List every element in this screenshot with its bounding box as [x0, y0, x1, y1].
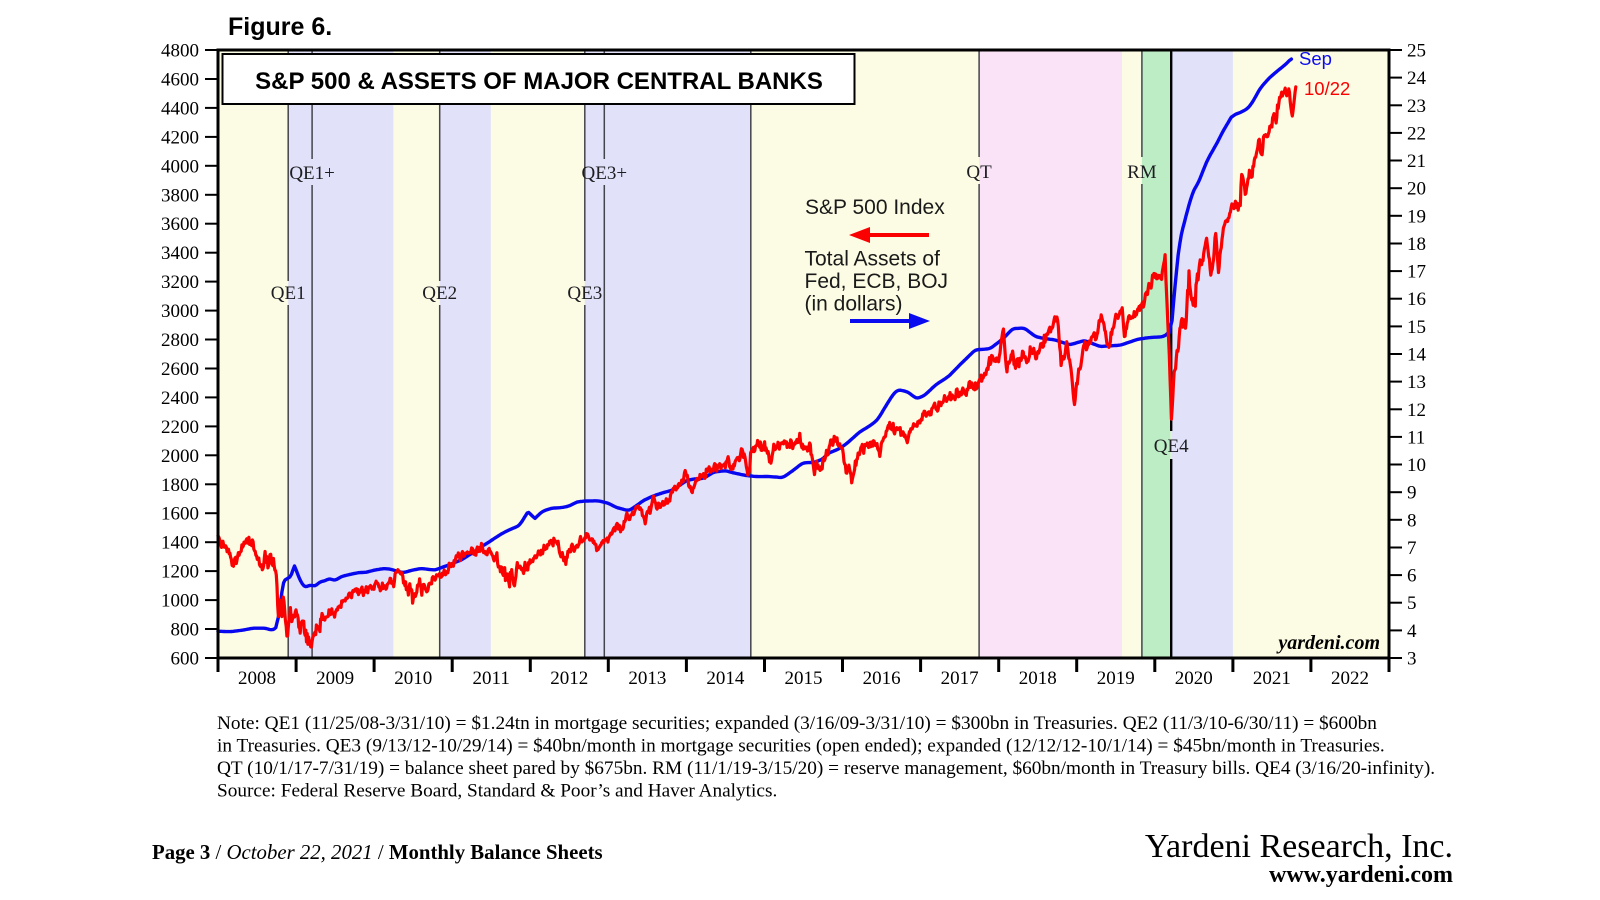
- svg-text:1600: 1600: [161, 504, 199, 525]
- svg-text:QE1: QE1: [271, 283, 306, 304]
- svg-text:3200: 3200: [161, 272, 199, 293]
- svg-text:8: 8: [1407, 510, 1417, 531]
- svg-text:3: 3: [1407, 649, 1417, 670]
- svg-text:2016: 2016: [863, 668, 901, 689]
- svg-text:4000: 4000: [161, 156, 199, 177]
- svg-text:2012: 2012: [550, 668, 588, 689]
- svg-text:2020: 2020: [1175, 668, 1213, 689]
- svg-text:QE3: QE3: [567, 283, 602, 304]
- svg-text:1400: 1400: [161, 533, 199, 554]
- svg-text:2008: 2008: [238, 668, 276, 689]
- svg-text:2013: 2013: [628, 668, 666, 689]
- svg-text:QE4: QE4: [1154, 436, 1189, 457]
- svg-text:15: 15: [1407, 317, 1426, 338]
- svg-text:Source: Federal Reserve Board,: Source: Federal Reserve Board, Standard …: [217, 781, 777, 802]
- svg-text:Total Assets of: Total Assets of: [805, 248, 941, 271]
- svg-text:S&P 500 Index: S&P 500 Index: [805, 196, 945, 219]
- svg-text:yardeni.com: yardeni.com: [1276, 632, 1380, 654]
- svg-text:QE2: QE2: [422, 283, 457, 304]
- svg-text:4800: 4800: [161, 41, 199, 62]
- svg-text:4600: 4600: [161, 70, 199, 91]
- svg-text:(in dollars): (in dollars): [805, 293, 903, 316]
- svg-text:16: 16: [1407, 289, 1426, 310]
- svg-text:10: 10: [1407, 455, 1426, 476]
- svg-text:2018: 2018: [1019, 668, 1057, 689]
- svg-text:Fed, ECB, BOJ: Fed, ECB, BOJ: [805, 270, 949, 293]
- svg-text:Figure 6.: Figure 6.: [228, 13, 332, 41]
- svg-text:25: 25: [1407, 41, 1426, 62]
- svg-text:QE1+: QE1+: [289, 163, 335, 184]
- svg-text:17: 17: [1407, 262, 1426, 283]
- svg-text:in Treasuries. QE3 (9/13/12-10: in Treasuries. QE3 (9/13/12-10/29/14) = …: [217, 736, 1385, 757]
- svg-text:11: 11: [1407, 427, 1425, 448]
- svg-text:12: 12: [1407, 400, 1426, 421]
- svg-text:3600: 3600: [161, 214, 199, 235]
- svg-text:2009: 2009: [316, 668, 354, 689]
- svg-text:600: 600: [171, 649, 200, 670]
- svg-text:2000: 2000: [161, 446, 199, 467]
- svg-text:800: 800: [171, 620, 200, 641]
- svg-text:QE3+: QE3+: [582, 163, 628, 184]
- svg-text:3000: 3000: [161, 301, 199, 322]
- svg-text:2010: 2010: [394, 668, 432, 689]
- svg-text:2014: 2014: [706, 668, 745, 689]
- svg-text:5: 5: [1407, 593, 1417, 614]
- svg-text:3800: 3800: [161, 185, 199, 206]
- svg-text:2200: 2200: [161, 417, 199, 438]
- svg-text:2019: 2019: [1097, 668, 1135, 689]
- svg-text:19: 19: [1407, 206, 1426, 227]
- svg-text:QT (10/1/17-7/31/19) = balance: QT (10/1/17-7/31/19) = balance sheet par…: [217, 758, 1435, 779]
- svg-text:20: 20: [1407, 179, 1426, 200]
- svg-text:1800: 1800: [161, 475, 199, 496]
- svg-text:3400: 3400: [161, 243, 199, 264]
- svg-text:10/22: 10/22: [1304, 78, 1350, 99]
- svg-text:24: 24: [1407, 68, 1427, 89]
- svg-text:23: 23: [1407, 96, 1426, 117]
- svg-text:2400: 2400: [161, 388, 199, 409]
- svg-text:2015: 2015: [785, 668, 823, 689]
- svg-text:2800: 2800: [161, 330, 199, 351]
- svg-text:1000: 1000: [161, 591, 199, 612]
- svg-text:22: 22: [1407, 123, 1426, 144]
- svg-text:4200: 4200: [161, 127, 199, 148]
- svg-text:RM: RM: [1127, 162, 1157, 183]
- svg-text:Note: QE1 (11/25/08-3/31/10) =: Note: QE1 (11/25/08-3/31/10) = $1.24tn i…: [217, 713, 1377, 734]
- svg-text:www.yardeni.com: www.yardeni.com: [1269, 862, 1453, 888]
- svg-text:2600: 2600: [161, 359, 199, 380]
- svg-text:2021: 2021: [1253, 668, 1291, 689]
- svg-text:2022: 2022: [1331, 668, 1369, 689]
- svg-text:Sep: Sep: [1299, 48, 1332, 69]
- svg-text:9: 9: [1407, 483, 1417, 504]
- svg-text:18: 18: [1407, 234, 1426, 255]
- svg-text:4: 4: [1407, 621, 1417, 642]
- svg-text:4400: 4400: [161, 98, 199, 119]
- svg-text:21: 21: [1407, 151, 1426, 172]
- svg-text:7: 7: [1407, 538, 1417, 559]
- svg-text:QT: QT: [966, 162, 992, 183]
- svg-text:S&P 500 & ASSETS OF MAJOR CENT: S&P 500 & ASSETS OF MAJOR CENTRAL BANKS: [255, 68, 823, 95]
- svg-text:Page 3 / October 22, 2021 / M: Page 3 / October 22, 2021 / Monthly Bala…: [152, 841, 603, 864]
- svg-text:13: 13: [1407, 372, 1426, 393]
- svg-text:14: 14: [1407, 345, 1427, 366]
- svg-text:1200: 1200: [161, 562, 199, 583]
- svg-text:2011: 2011: [473, 668, 510, 689]
- svg-text:6: 6: [1407, 566, 1417, 587]
- svg-text:2017: 2017: [941, 668, 979, 689]
- svg-text:Yardeni Research, Inc.: Yardeni Research, Inc.: [1145, 828, 1453, 865]
